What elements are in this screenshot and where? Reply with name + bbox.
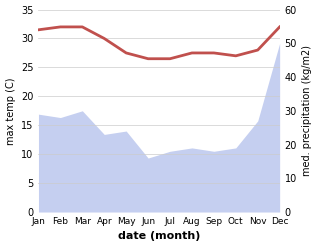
X-axis label: date (month): date (month): [118, 231, 200, 242]
Y-axis label: max temp (C): max temp (C): [5, 77, 16, 144]
Y-axis label: med. precipitation (kg/m2): med. precipitation (kg/m2): [302, 45, 313, 176]
